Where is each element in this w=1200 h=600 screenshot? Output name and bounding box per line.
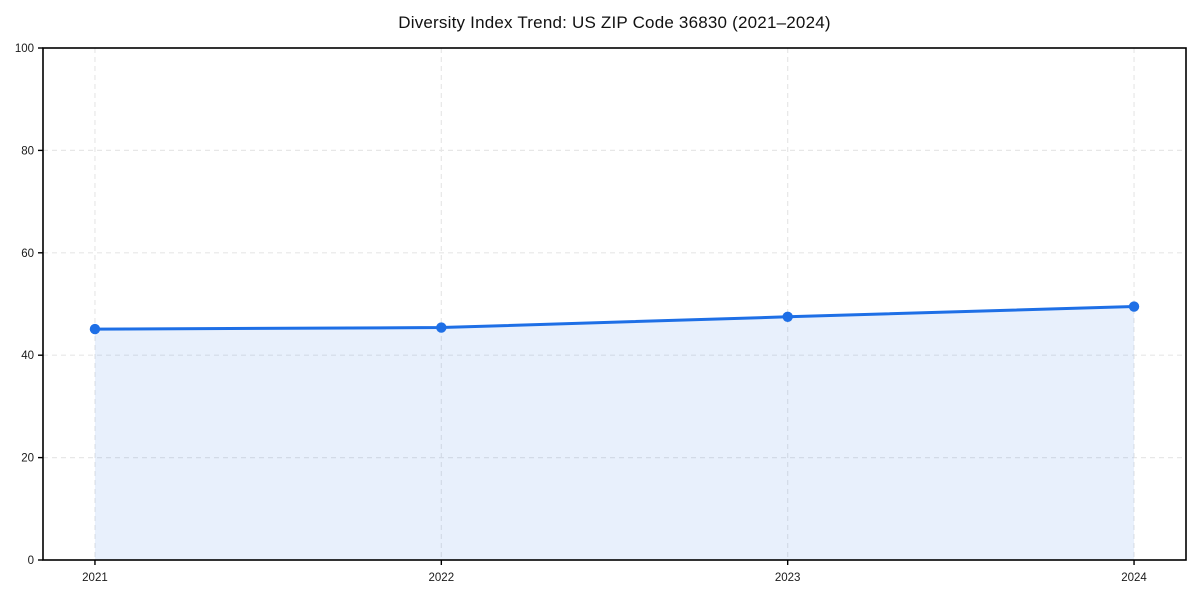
- y-axis-tick-label: 100: [15, 43, 34, 55]
- x-axis-tick-label: 2022: [429, 572, 455, 584]
- y-axis-tick-label: 20: [21, 453, 34, 465]
- chart-title: Diversity Index Trend: US ZIP Code 36830…: [398, 13, 831, 32]
- y-axis-tick-label: 80: [21, 145, 34, 157]
- x-axis-tick-label: 2021: [82, 572, 108, 584]
- data-point-marker: [1128, 301, 1140, 312]
- y-axis-tick-label: 40: [21, 350, 34, 362]
- x-axis-tick-label: 2024: [1121, 572, 1147, 584]
- x-axis-tick-label: 2023: [775, 572, 801, 584]
- data-point-marker: [436, 322, 447, 333]
- y-axis-tick-label: 0: [28, 555, 34, 567]
- data-point-marker: [89, 323, 101, 335]
- data-line: [93, 305, 1136, 331]
- plot-frame: [42, 47, 1187, 561]
- data-point-marker: [782, 311, 793, 322]
- area-fill: [94, 306, 1135, 560]
- y-axis-tick-label: 60: [21, 248, 34, 260]
